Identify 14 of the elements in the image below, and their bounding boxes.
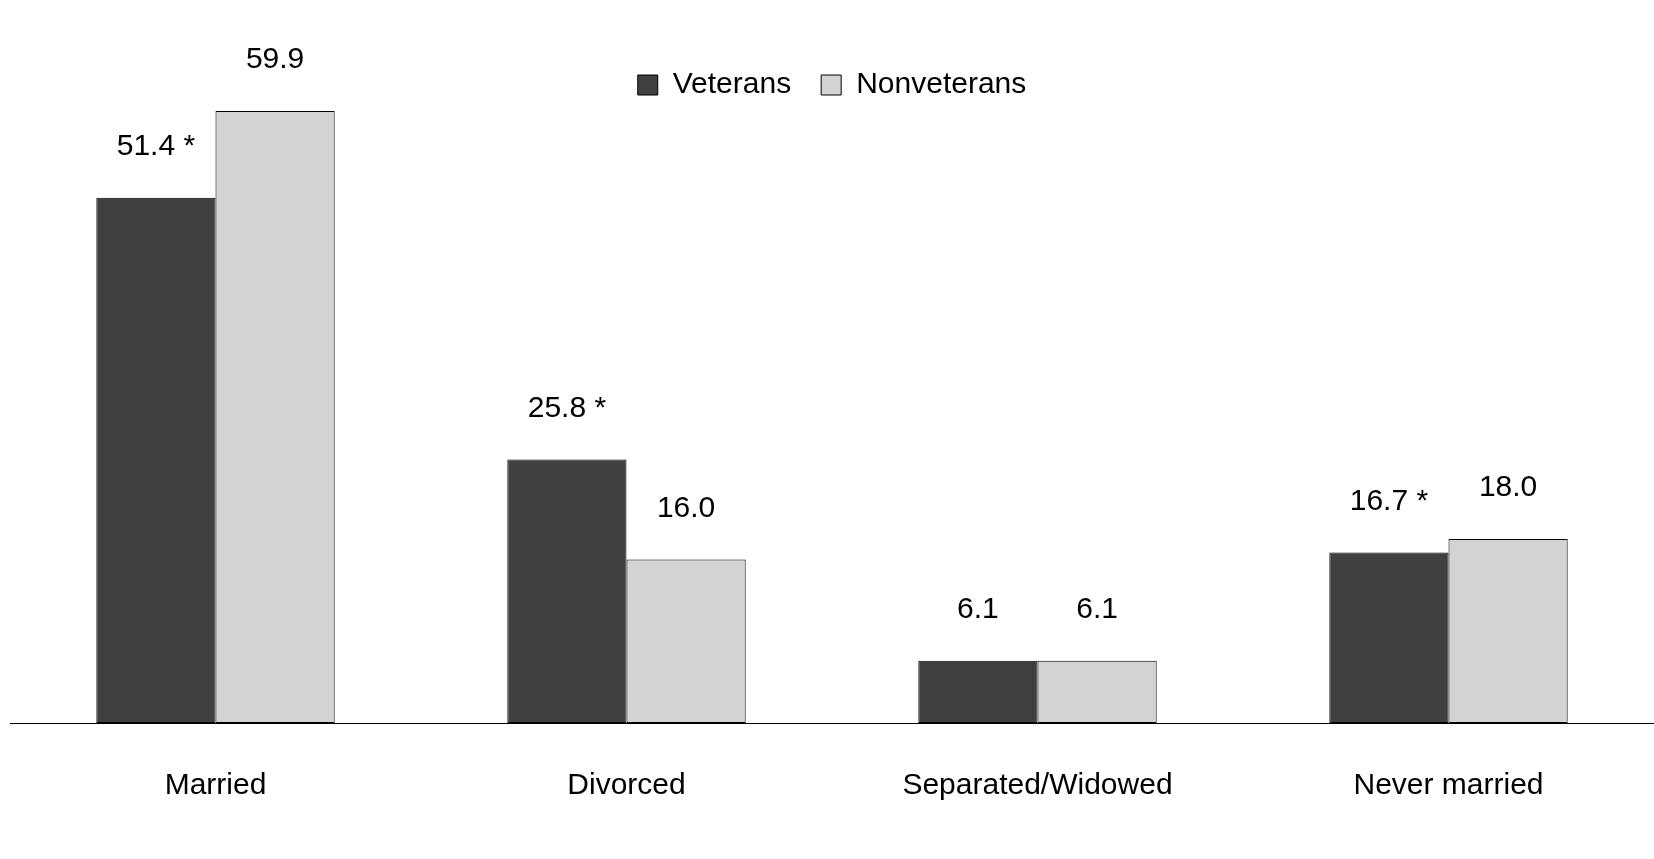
- x-tick-label: Divorced: [567, 767, 686, 801]
- x-tick-label: Never married: [1353, 767, 1544, 801]
- data-label: 6.1: [1076, 590, 1118, 624]
- data-label: 59.9: [245, 41, 305, 75]
- x-tick-label: Separated/Widowed: [902, 767, 1173, 801]
- legend-label: Nonveterans: [856, 66, 1027, 100]
- data-label: 25.8 *: [527, 389, 607, 423]
- data-label: 6.1: [957, 590, 999, 624]
- x-tick-label: Married: [164, 767, 267, 801]
- legend-label: Veterans: [672, 66, 792, 100]
- data-label: 16.7 *: [1349, 482, 1429, 516]
- data-label: 16.0: [656, 489, 716, 523]
- data-label: 51.4 *: [116, 128, 196, 162]
- data-label: 18.0: [1478, 469, 1538, 503]
